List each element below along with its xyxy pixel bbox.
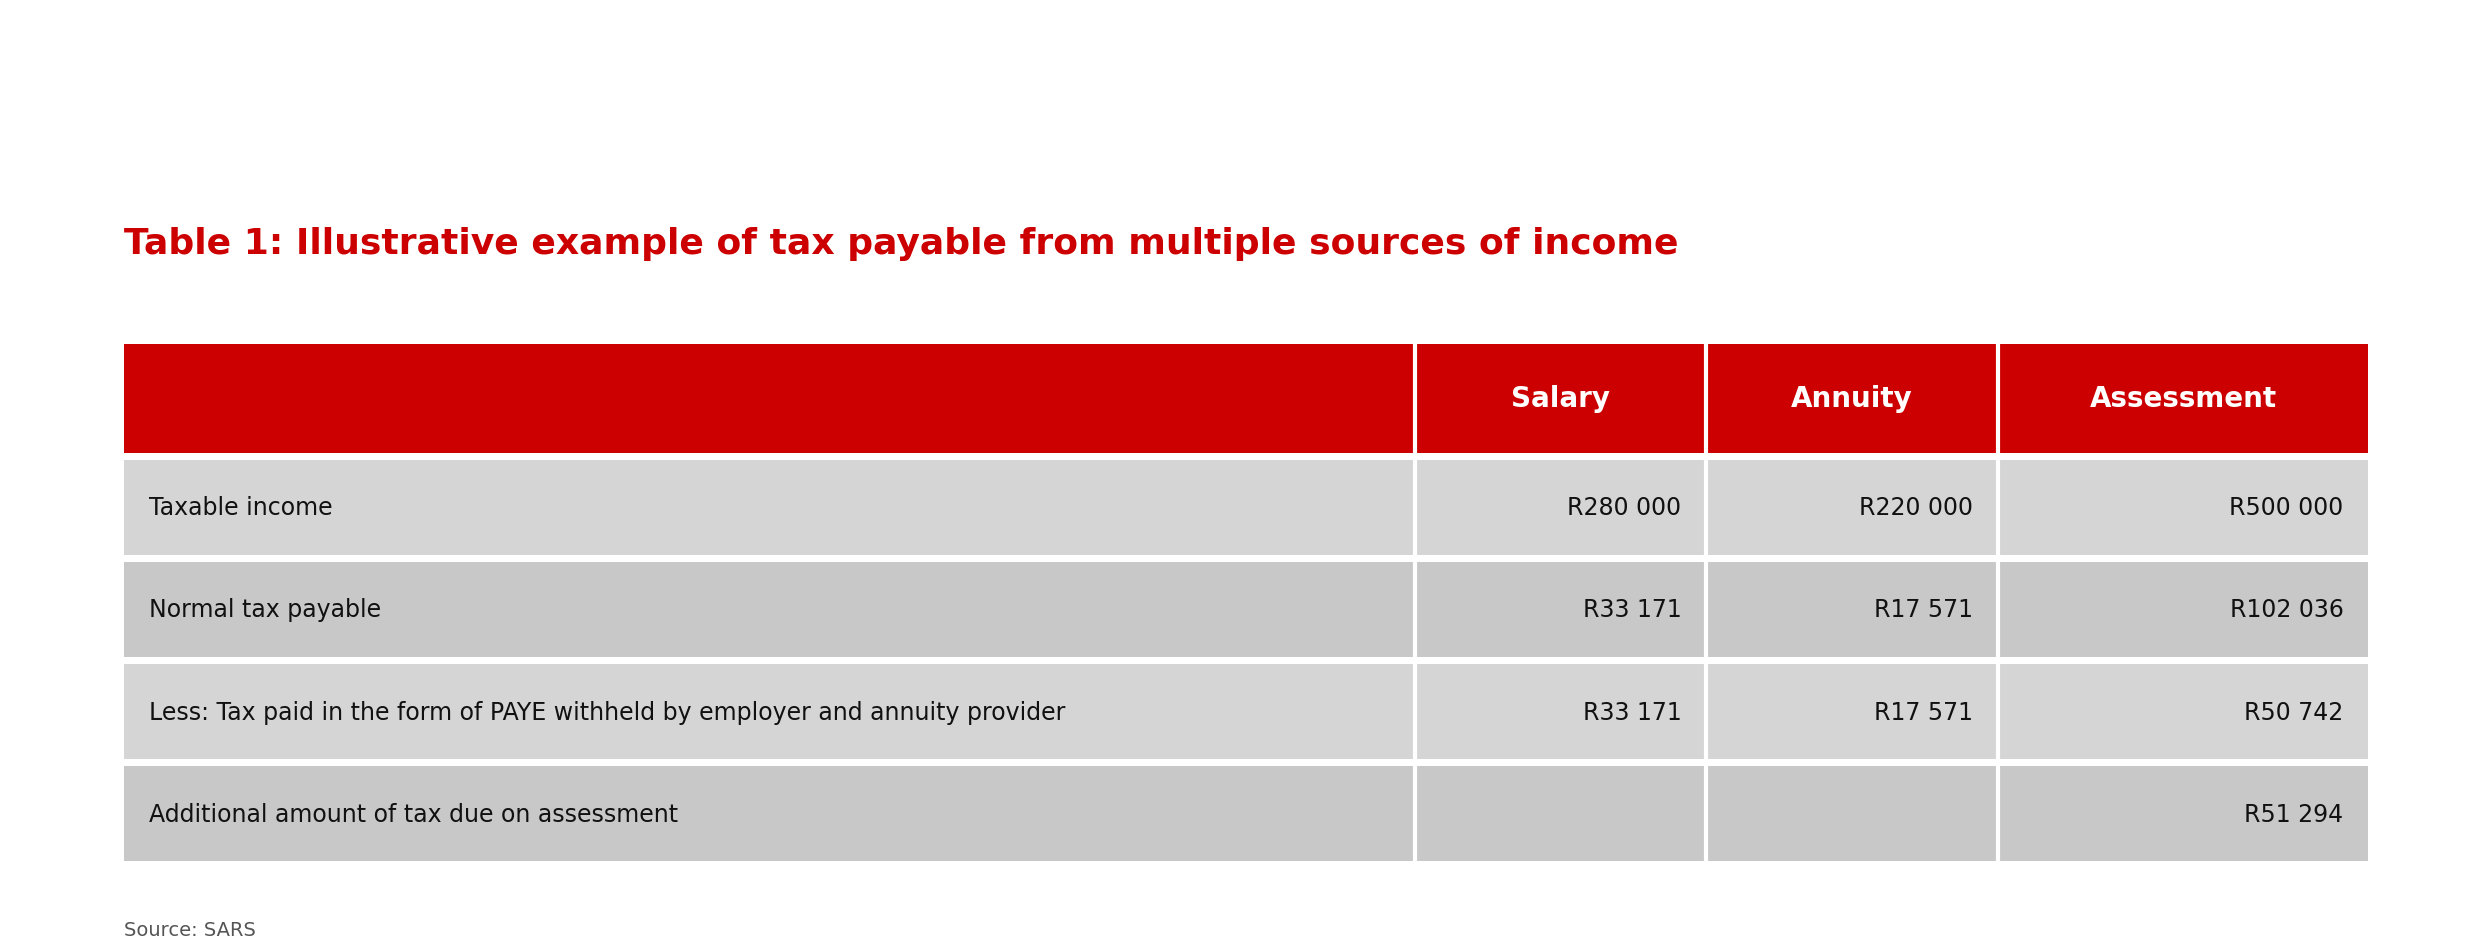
Text: R33 171: R33 171 [1582,700,1681,724]
Text: Taxable income: Taxable income [149,496,332,520]
Text: R33 171: R33 171 [1582,598,1681,622]
Text: Less: Tax paid in the form of PAYE withheld by employer and annuity provider: Less: Tax paid in the form of PAYE withh… [149,700,1066,724]
Text: R17 571: R17 571 [1875,700,1974,724]
Text: R17 571: R17 571 [1875,598,1974,622]
Text: Normal tax payable: Normal tax payable [149,598,382,622]
Text: Table 1: Illustrative example of tax payable from multiple sources of income: Table 1: Illustrative example of tax pay… [124,227,1679,261]
Text: Source: SARS: Source: SARS [124,920,255,939]
Text: Annuity: Annuity [1791,385,1912,413]
Text: Additional amount of tax due on assessment: Additional amount of tax due on assessme… [149,801,677,826]
Text: R500 000: R500 000 [2230,496,2344,520]
Text: R220 000: R220 000 [1860,496,1974,520]
Text: R51 294: R51 294 [2244,801,2344,826]
Text: R102 036: R102 036 [2230,598,2344,622]
Text: R280 000: R280 000 [1567,496,1681,520]
Text: Assessment: Assessment [2091,385,2277,413]
Text: Salary: Salary [1510,385,1610,413]
Text: R50 742: R50 742 [2244,700,2344,724]
